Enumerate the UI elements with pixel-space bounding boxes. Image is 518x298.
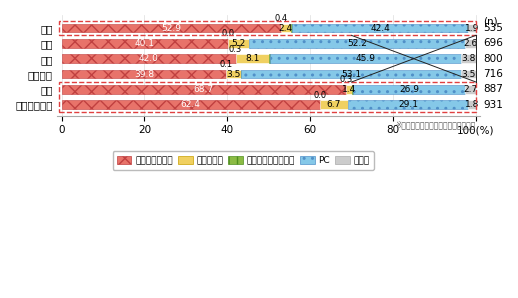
Bar: [348, 100, 468, 109]
Bar: [62, 39, 227, 48]
Bar: [62, 85, 346, 94]
Text: 45.9: 45.9: [355, 54, 376, 63]
Text: 26.9: 26.9: [399, 85, 419, 94]
Text: 8.1: 8.1: [245, 54, 260, 63]
Text: 3.8: 3.8: [461, 54, 476, 63]
Bar: [468, 24, 476, 32]
Bar: [291, 24, 292, 32]
Bar: [241, 69, 462, 78]
Bar: [292, 24, 468, 32]
Text: 0.1: 0.1: [220, 60, 233, 69]
Bar: [281, 24, 291, 32]
Bar: [226, 69, 241, 78]
Text: 535: 535: [483, 23, 503, 33]
Bar: [461, 54, 476, 63]
Text: ※各国の母数はスマートフォン保有者: ※各国の母数はスマートフォン保有者: [395, 120, 476, 129]
Bar: [346, 85, 352, 94]
Text: 2.4: 2.4: [279, 24, 293, 32]
Bar: [62, 54, 236, 63]
Legend: スマートフォン, タブレット, フィーチャーフォン, PC, その他: スマートフォン, タブレット, フィーチャーフォン, PC, その他: [112, 151, 374, 170]
Bar: [466, 39, 476, 48]
Bar: [269, 54, 270, 63]
Text: 0.3: 0.3: [339, 75, 353, 84]
Bar: [465, 85, 476, 94]
Text: 3.5: 3.5: [462, 69, 476, 78]
Text: 52.9: 52.9: [161, 24, 181, 32]
Bar: [227, 39, 249, 48]
Bar: [236, 54, 269, 63]
Text: 696: 696: [483, 38, 503, 48]
Text: 800: 800: [483, 54, 503, 64]
Text: 62.4: 62.4: [181, 100, 200, 109]
Text: 887: 887: [483, 84, 503, 94]
Text: 52.2: 52.2: [348, 39, 367, 48]
Text: 2.7: 2.7: [463, 85, 478, 94]
Text: 0.4: 0.4: [274, 14, 287, 23]
Bar: [60, 82, 476, 112]
Text: 2.6: 2.6: [464, 39, 478, 48]
Text: 1.4: 1.4: [342, 85, 356, 94]
Text: 931: 931: [483, 100, 503, 110]
Bar: [60, 21, 476, 35]
Bar: [249, 39, 466, 48]
Text: 0.0: 0.0: [221, 29, 234, 38]
Text: 1.8: 1.8: [465, 100, 479, 109]
Text: 42.4: 42.4: [370, 24, 390, 32]
Text: 53.1: 53.1: [341, 69, 362, 78]
Bar: [468, 100, 476, 109]
Bar: [270, 54, 461, 63]
Bar: [462, 69, 476, 78]
Text: 42.0: 42.0: [139, 54, 159, 63]
Text: 0.3: 0.3: [229, 45, 242, 54]
Text: 6.7: 6.7: [327, 100, 341, 109]
Bar: [62, 100, 320, 109]
Text: 1.9: 1.9: [465, 24, 479, 32]
Bar: [320, 100, 348, 109]
Text: (n): (n): [483, 16, 498, 27]
Text: 716: 716: [483, 69, 503, 79]
Text: 39.8: 39.8: [134, 69, 154, 78]
Text: 0.0: 0.0: [313, 91, 327, 100]
Text: 29.1: 29.1: [398, 100, 418, 109]
Text: 5.2: 5.2: [232, 39, 246, 48]
Bar: [353, 85, 465, 94]
Bar: [352, 85, 353, 94]
Text: 68.7: 68.7: [194, 85, 214, 94]
Bar: [62, 24, 281, 32]
Text: 40.1: 40.1: [135, 39, 154, 48]
Text: 3.5: 3.5: [226, 69, 241, 78]
Bar: [62, 69, 226, 78]
